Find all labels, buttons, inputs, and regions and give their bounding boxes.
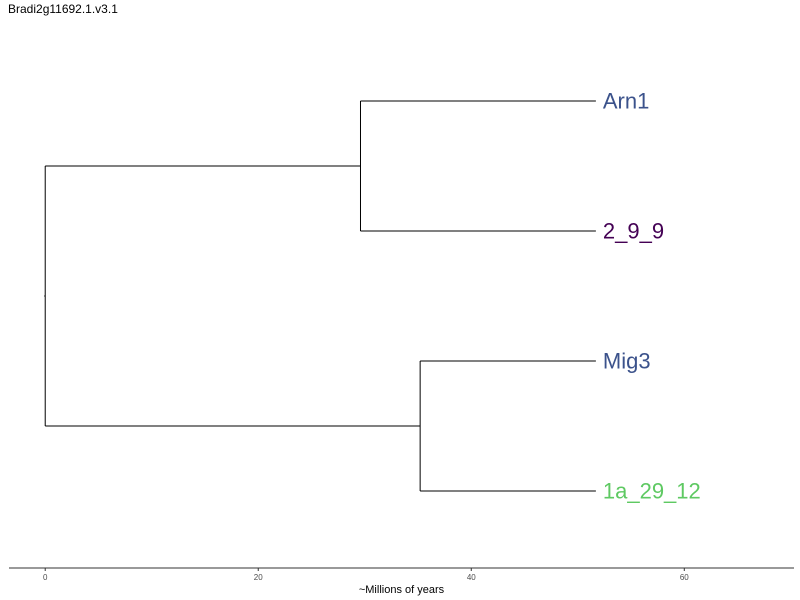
tip-label-Arn1: Arn1 — [603, 89, 649, 114]
x-tick-label: 0 — [43, 573, 48, 582]
plot-title: Bradi2g11692.1.v3.1 — [8, 2, 118, 16]
tip-label-1a_29_12: 1a_29_12 — [603, 479, 701, 504]
x-axis: 0 20 40 60 ~Millions of years — [9, 567, 794, 596]
tip-label-Mig3: Mig3 — [603, 349, 651, 374]
x-axis-label: ~Millions of years — [359, 584, 445, 596]
x-tick-label: 60 — [680, 573, 689, 582]
x-tick-label: 20 — [254, 573, 263, 582]
tip-label-2_9_9: 2_9_9 — [603, 219, 664, 244]
tree-branches — [44, 100, 596, 492]
x-tick-label: 40 — [467, 573, 476, 582]
x-axis-ticks: 0 20 40 60 — [43, 568, 689, 582]
tip-labels: Arn1 2_9_9 Mig3 1a_29_12 — [603, 89, 701, 504]
